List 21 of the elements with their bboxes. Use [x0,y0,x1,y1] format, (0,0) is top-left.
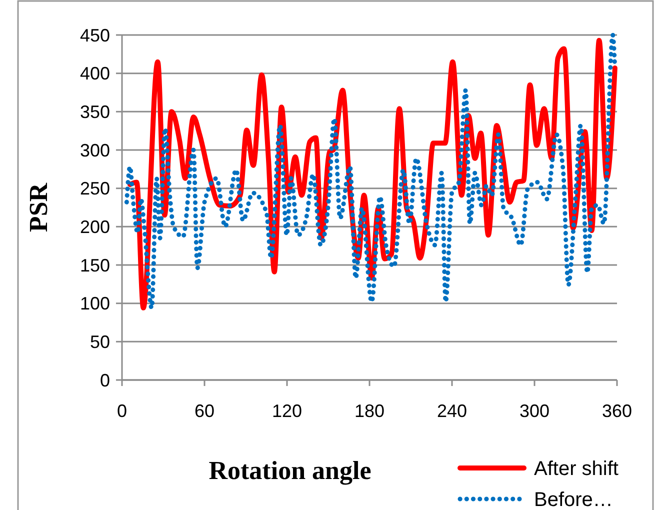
x-tick-label: 60 [194,401,215,421]
y-axis-title: PSR [24,182,53,232]
x-tick-label: 240 [436,401,468,421]
x-tick-label: 180 [354,401,385,421]
y-tick-label: 250 [80,178,110,199]
x-tick-label: 300 [519,401,550,421]
y-tick-label: 50 [90,332,110,352]
legend-label: After shift [534,458,619,480]
y-tick-label: 300 [80,140,110,160]
y-tick-label: 400 [80,64,110,84]
y-tick-label: 200 [80,216,110,237]
y-tick-label: 150 [80,255,110,276]
y-tick-label: 0 [100,370,110,390]
x-tick-label: 0 [116,401,128,421]
x-axis-title: Rotation angle [208,456,372,485]
y-tick-label: 350 [80,102,110,122]
x-tick-label: 120 [272,401,302,421]
y-tick-label: 100 [80,294,110,314]
legend-label: Before… [534,489,613,510]
y-tick-label: 450 [80,25,110,46]
x-tick-label: 360 [602,401,632,421]
